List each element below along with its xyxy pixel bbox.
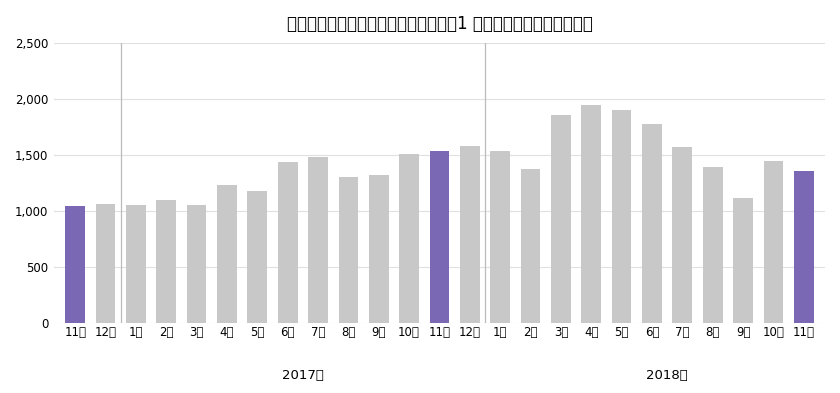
Bar — [733, 198, 753, 323]
Bar — [399, 154, 419, 323]
Bar — [460, 146, 480, 323]
Bar — [156, 200, 176, 323]
Text: 2018年: 2018年 — [646, 369, 688, 382]
Bar — [794, 171, 814, 323]
Bar — [764, 160, 783, 323]
Bar — [126, 205, 146, 323]
Bar — [308, 157, 328, 323]
Bar — [96, 204, 115, 323]
Bar — [429, 151, 449, 323]
Bar — [217, 185, 237, 323]
Bar — [278, 162, 297, 323]
Bar — [491, 151, 510, 323]
Bar — [642, 124, 662, 323]
Bar — [186, 205, 207, 323]
Bar — [339, 177, 359, 323]
Bar — [521, 169, 540, 323]
Bar — [581, 105, 601, 323]
Bar — [369, 174, 389, 323]
Bar — [66, 206, 85, 323]
Bar — [673, 147, 692, 323]
Text: 2017年: 2017年 — [282, 369, 323, 382]
Bar — [703, 167, 722, 323]
Bar — [551, 115, 570, 323]
Title: インバウンド消費購買件数の推移　（1 店舗あたりレシート枚数）: インバウンド消費購買件数の推移 （1 店舗あたりレシート枚数） — [286, 15, 592, 33]
Bar — [612, 110, 632, 323]
Bar — [248, 191, 267, 323]
